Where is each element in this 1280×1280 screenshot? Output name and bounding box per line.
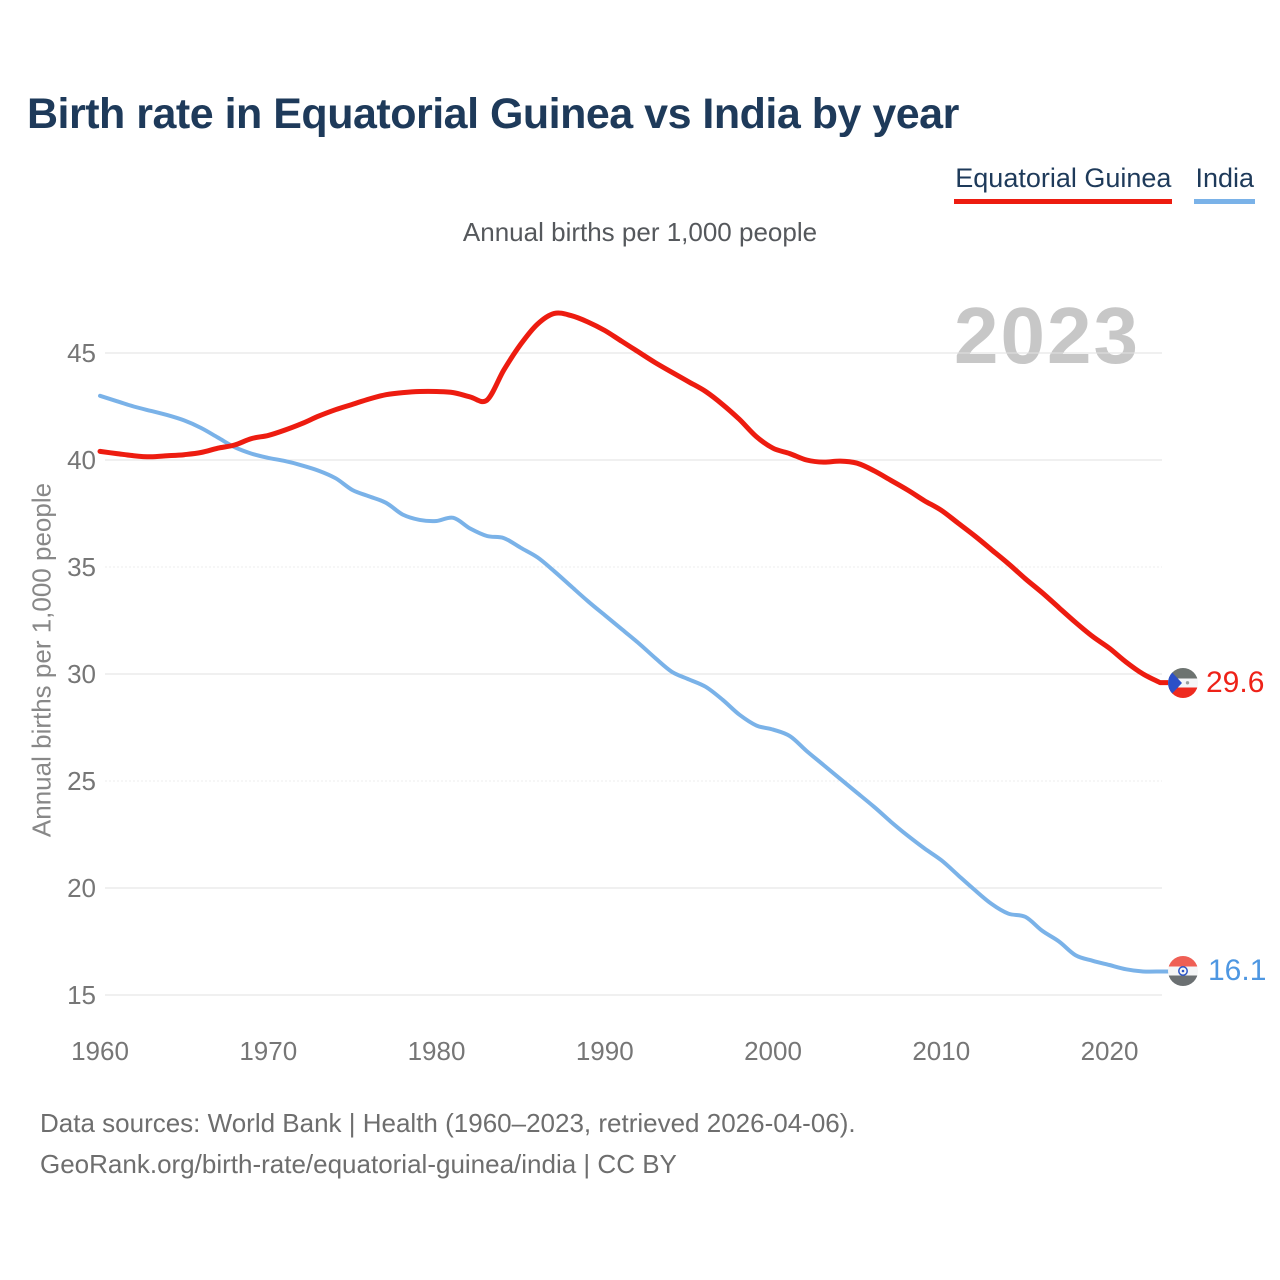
y-tick-label: 45 xyxy=(67,338,96,368)
equatorial-guinea-flag-icon xyxy=(1168,668,1198,698)
legend-label-india: India xyxy=(1195,163,1254,193)
y-tick-label: 20 xyxy=(67,873,96,903)
series-line-india[interactable] xyxy=(98,393,1173,974)
y-tick-label: 15 xyxy=(67,980,96,1010)
x-tick-label: 2000 xyxy=(744,1036,802,1066)
x-tick-label: 2020 xyxy=(1081,1036,1139,1066)
x-tick-label: 1980 xyxy=(408,1036,466,1066)
x-tick-label: 2010 xyxy=(912,1036,970,1066)
footer: Data sources: World Bank | Health (1960–… xyxy=(40,1103,856,1185)
series-paths xyxy=(97,310,1174,974)
end-value-equatorial-guinea: 29.6 xyxy=(1206,666,1265,699)
x-tick-label: 1970 xyxy=(239,1036,297,1066)
chart-subtitle: Annual births per 1,000 people xyxy=(462,217,818,247)
x-tick-labels: 1960 1970 1980 1990 2000 2010 2020 xyxy=(71,1036,1138,1066)
series-line-equatorial-guinea[interactable] xyxy=(97,310,1174,686)
x-tick-label: 1960 xyxy=(71,1036,129,1066)
y-tick-labels: 45 40 35 30 25 20 15 xyxy=(67,338,96,1010)
y-tick-label: 25 xyxy=(67,766,96,796)
y-tick-label: 40 xyxy=(67,445,96,475)
india-flag-icon xyxy=(1168,956,1198,986)
y-tick-label: 30 xyxy=(67,659,96,689)
footer-sources: Data sources: World Bank | Health (1960–… xyxy=(40,1108,856,1138)
legend-item-india[interactable]: India xyxy=(1194,163,1255,204)
x-tick-label: 1990 xyxy=(576,1036,634,1066)
watermark-year: 2023 xyxy=(954,291,1140,380)
legend: Equatorial Guinea India xyxy=(954,163,1255,204)
page-title: Birth rate in Equatorial Guinea vs India… xyxy=(27,90,959,138)
legend-label-equatorial-guinea: Equatorial Guinea xyxy=(955,163,1172,193)
legend-item-equatorial-guinea[interactable]: Equatorial Guinea xyxy=(954,163,1173,204)
y-tick-label: 35 xyxy=(67,552,96,582)
gridlines xyxy=(105,352,1162,996)
end-value-india: 16.1 xyxy=(1208,954,1267,987)
footer-attribution: GeoRank.org/birth-rate/equatorial-guinea… xyxy=(40,1149,677,1179)
